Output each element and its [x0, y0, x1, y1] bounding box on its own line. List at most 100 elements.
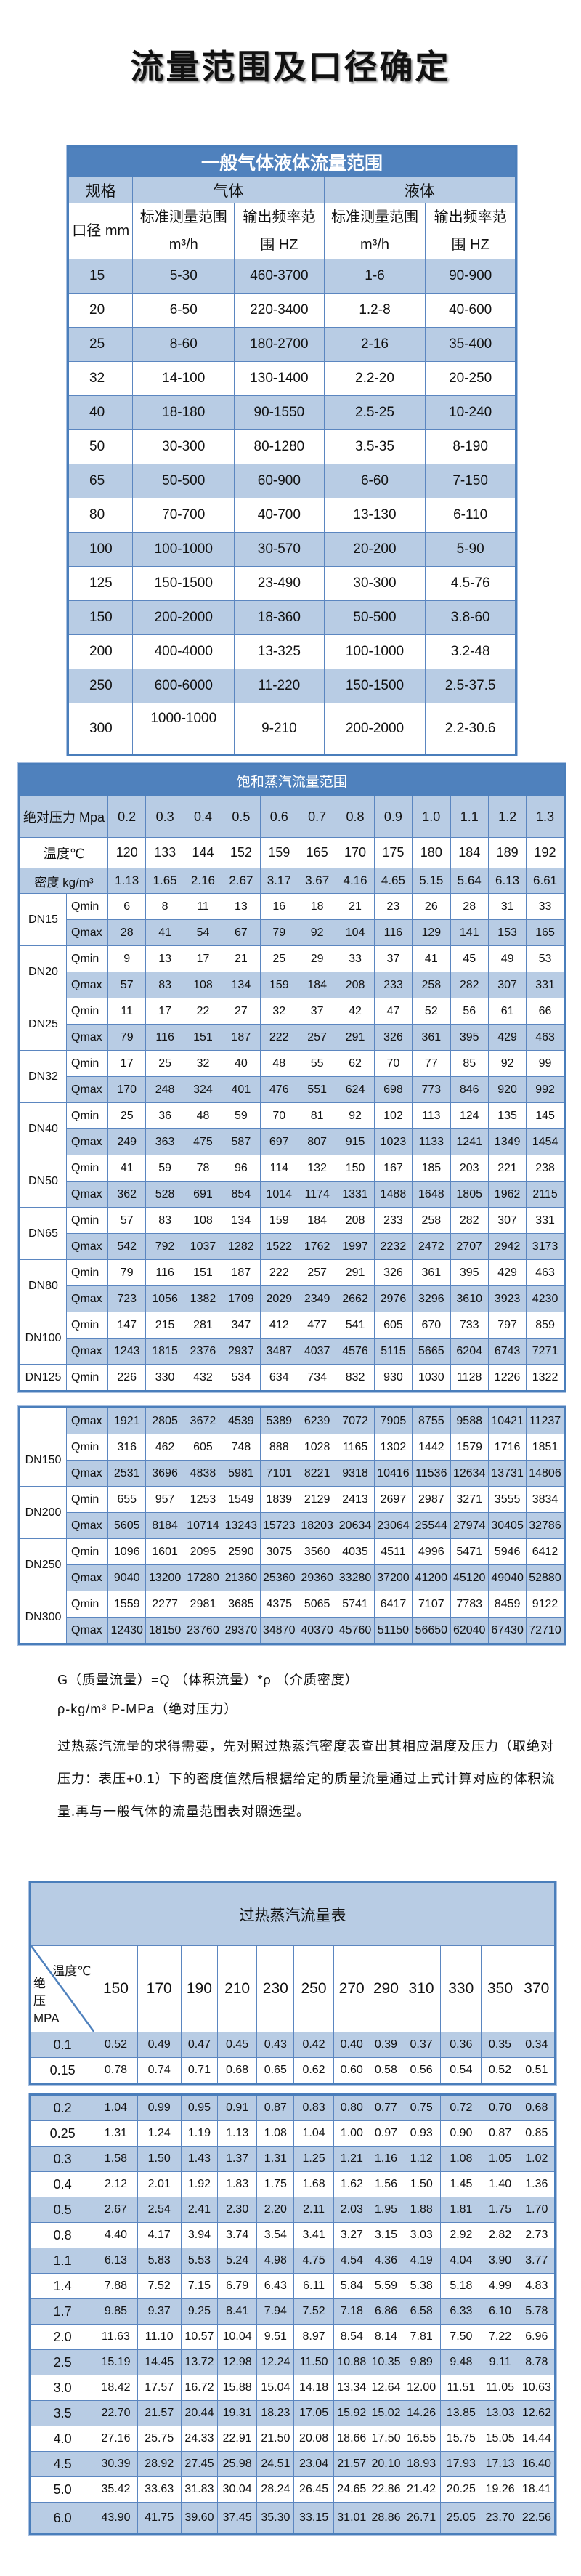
flow-type-label: Qmax	[66, 1407, 108, 1434]
table-row: Qmax 9040 13200 17280 21360 25360 29360 33280 37…	[20, 1564, 565, 1591]
range-cell: 20-200	[323, 532, 426, 567]
flow-value: 1488	[373, 1181, 413, 1208]
table-row: 温度℃ 绝压MPA 150 170 190 210 230 250 270 290 310 330 35…	[29, 1945, 556, 2032]
pressure-label-cell: 4.5	[29, 2451, 95, 2477]
table-row: DN200 Qmin 655 957 1253 1549 1839 2129 2413 2697 2…	[19, 1486, 565, 1539]
flow-value: 1165	[336, 1434, 375, 1461]
density-value: 1.92	[180, 2171, 219, 2197]
density-value: 2.67	[222, 868, 261, 894]
flow-value: 59	[145, 1155, 184, 1182]
table-row: 1.1 6.13 5.83 5.53 5.24 4.98 4.75 4.54 4.36 4.19 4…	[29, 2248, 556, 2274]
flow-value: 1962	[487, 1181, 527, 1208]
flow-type-label: Qmin	[66, 1259, 108, 1286]
density-value: 3.94	[180, 2222, 219, 2248]
flow-value: 5946	[487, 1538, 527, 1565]
temperature-header: 310	[401, 1945, 442, 2032]
caliber-cell: 50	[67, 429, 134, 464]
range-cell: 200-2000	[132, 600, 235, 635]
flow-value: 1579	[450, 1434, 489, 1461]
density-value: 6.13	[487, 868, 527, 894]
flow-value: 4035	[336, 1538, 375, 1565]
density-value: 0.34	[518, 2032, 556, 2058]
range-cell: 13-325	[234, 634, 325, 669]
range-cell: 100-1000	[132, 532, 235, 567]
dn-label: DN15	[19, 893, 67, 946]
range-cell: 460-3700	[234, 259, 325, 294]
table-row: 6.0 43.90 41.75 39.60 37.45 35.30 33.15 31.01 28…	[29, 2502, 556, 2535]
table-row: DN100 Qmin 147 215 281 347 412 477 541 605 670 733 7…	[19, 1312, 565, 1365]
density-value: 7.15	[180, 2273, 219, 2299]
density-value: 20.25	[440, 2476, 482, 2503]
density-value: 26.71	[402, 2502, 442, 2535]
pressure-label: 绝对压力 Mpa	[19, 796, 108, 838]
flow-value: 2942	[487, 1233, 527, 1260]
pressure-label-cell: 0.8	[29, 2222, 95, 2248]
density-value: 13.85	[440, 2400, 482, 2426]
flow-value: 2531	[107, 1460, 147, 1487]
range-cell: 8-60	[132, 327, 235, 362]
density-value: 9.51	[256, 2324, 295, 2350]
flow-value: 1133	[412, 1128, 451, 1155]
flow-value: 2987	[412, 1486, 451, 1513]
flow-value: 1921	[107, 1407, 147, 1434]
flow-value: 134	[222, 972, 261, 998]
flow-value: 77	[412, 1050, 451, 1077]
flow-value: 116	[145, 1024, 184, 1051]
range-cell: 90-900	[425, 259, 516, 294]
density-value: 17.50	[369, 2426, 403, 2452]
density-value: 0.77	[369, 2094, 403, 2121]
density-value: 10.04	[217, 2324, 258, 2350]
flow-value: 41	[412, 945, 451, 972]
flow-value: 463	[526, 1259, 565, 1286]
flow-value: 57	[107, 972, 147, 998]
flow-value: 22	[183, 998, 223, 1025]
flow-value: 1839	[259, 1486, 298, 1513]
table-row: 3.0 18.42 17.57 16.72 15.88 15.04 14.18 13.34 12…	[29, 2375, 556, 2401]
flow-value: 13	[222, 893, 261, 920]
table-row: Qmax 170 248 324 401 476 551 624 698 773 846 920 992	[20, 1076, 565, 1103]
flow-value: 36	[145, 1102, 184, 1129]
flow-value: 25	[259, 945, 298, 972]
flow-value: 1322	[526, 1364, 565, 1392]
flow-value: 70	[259, 1102, 298, 1129]
caliber-cell: 150	[67, 600, 134, 635]
density-value: 21.57	[333, 2451, 370, 2477]
flow-type-label: Qmin	[66, 1155, 108, 1182]
flow-value: 54	[183, 919, 223, 946]
flow-value: 42	[336, 998, 375, 1025]
flow-value: 17	[145, 998, 184, 1025]
density-value: 4.83	[518, 2273, 556, 2299]
density-value: 0.35	[481, 2032, 519, 2058]
flow-value: 151	[183, 1024, 223, 1051]
flow-value: 9588	[450, 1407, 489, 1434]
temperature-value: 159	[259, 837, 298, 868]
flow-value: 854	[222, 1181, 261, 1208]
flow-value: 222	[259, 1024, 298, 1051]
header-liquid: 液体	[323, 177, 517, 203]
header-line: 标准测量范围	[139, 209, 227, 225]
density-value: 20.10	[369, 2451, 403, 2477]
flow-value: 248	[145, 1076, 184, 1103]
flow-value: 32786	[526, 1512, 565, 1539]
flow-type-label: Qmax	[66, 1181, 108, 1208]
pressure-label-cell: 5.0	[29, 2476, 95, 2503]
density-value: 0.60	[333, 2057, 370, 2084]
flow-value: 773	[412, 1076, 451, 1103]
density-value: 1.81	[440, 2197, 482, 2223]
density-value: 17.13	[481, 2451, 519, 2477]
table-row: Qmax 1243 1815 2376 2937 3487 4037 4576 5115 5665…	[20, 1338, 565, 1365]
density-value: 0.83	[293, 2094, 334, 2121]
density-value: 1.40	[481, 2171, 519, 2197]
range-cell: 50-500	[323, 600, 426, 635]
density-value: 2.12	[94, 2171, 138, 2197]
flow-value: 1243	[107, 1338, 147, 1365]
flow-value: 29370	[222, 1617, 261, 1644]
table-row: 32 14-100 130-1400 2.2-20 20-250	[67, 361, 516, 396]
density-value: 22.70	[94, 2400, 138, 2426]
density-value: 7.88	[94, 2273, 138, 2299]
temperature-header: 210	[216, 1945, 258, 2032]
density-value: 20.08	[293, 2426, 334, 2452]
flow-value: 734	[297, 1364, 337, 1392]
flow-value: 1997	[336, 1233, 375, 1260]
flow-value: 534	[222, 1364, 261, 1392]
